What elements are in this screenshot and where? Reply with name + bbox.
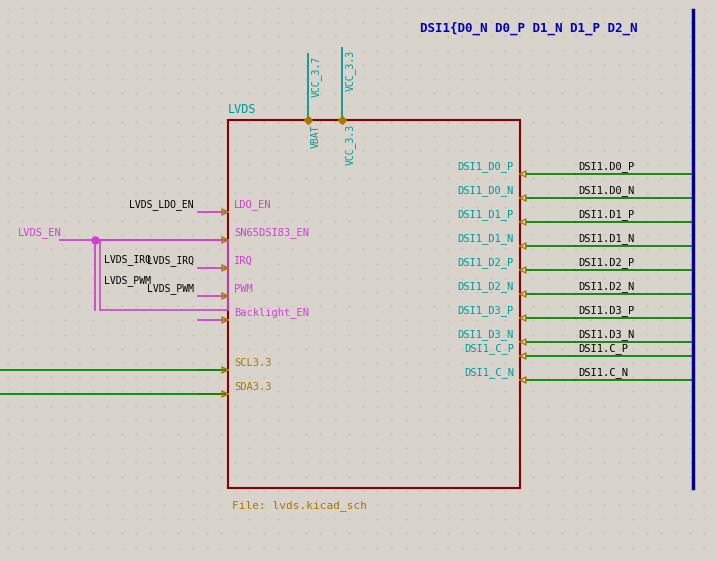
Text: SCL3.3: SCL3.3 [234,358,272,368]
Text: LVDS_IRQ: LVDS_IRQ [147,255,194,266]
Text: VCC_3.3: VCC_3.3 [345,124,356,165]
Text: DSI1.D1_P: DSI1.D1_P [578,209,635,220]
Bar [228,120,520,488]
Text: DSI1.D0_P: DSI1.D0_P [578,161,635,172]
Text: DSI1.D2_P: DSI1.D2_P [578,257,635,268]
Text: DSI1.D1_N: DSI1.D1_N [578,233,635,244]
Text: DSI1_D2_N: DSI1_D2_N [457,281,514,292]
Text: DSI1_C_P: DSI1_C_P [464,343,514,354]
Text: File: lvds.kicad_sch: File: lvds.kicad_sch [232,500,367,511]
Text: LVDS_IRQ: LVDS_IRQ [104,254,151,265]
Text: SDA3.3: SDA3.3 [234,382,272,392]
Text: LDO_EN: LDO_EN [234,199,272,210]
Text: DSI1_D2_P: DSI1_D2_P [457,257,514,268]
Text: PWM: PWM [234,284,253,294]
Text: DSI1.D2_N: DSI1.D2_N [578,281,635,292]
Text: IRQ: IRQ [234,256,253,266]
Text: DSI1_D0_P: DSI1_D0_P [457,161,514,172]
Text: DSI1.C_N: DSI1.C_N [578,367,628,378]
Text: DSI1_D1_P: DSI1_D1_P [457,209,514,220]
Text: DSI1.C_P: DSI1.C_P [578,343,628,354]
Bar [100,240,228,310]
Text: LVDS_EN: LVDS_EN [18,227,62,238]
Text: DSI1_D1_N: DSI1_D1_N [457,233,514,244]
Text: DSI1.D3_P: DSI1.D3_P [578,305,635,316]
Text: LVDS_LDO_EN: LVDS_LDO_EN [129,199,194,210]
Text: VBAT: VBAT [311,124,321,148]
Text: LVDS_PWM: LVDS_PWM [147,283,194,294]
Text: LVDS_PWM: LVDS_PWM [104,275,151,286]
Text: DSI1_D3_N: DSI1_D3_N [457,329,514,340]
Text: DSI1_C_N: DSI1_C_N [464,367,514,378]
Text: VCC_3.7: VCC_3.7 [311,56,322,97]
Text: SN65DSI83_EN: SN65DSI83_EN [234,227,309,238]
Text: DSI1{D0_N D0_P D1_N D1_P D2_N: DSI1{D0_N D0_P D1_N D1_P D2_N [420,22,637,35]
Text: VCC_3.3: VCC_3.3 [345,50,356,91]
Text: DSI1.D0_N: DSI1.D0_N [578,185,635,196]
Text: DSI1_D3_P: DSI1_D3_P [457,305,514,316]
Text: DSI1_D0_N: DSI1_D0_N [457,185,514,196]
Text: DSI1.D3_N: DSI1.D3_N [578,329,635,340]
Text: LVDS: LVDS [228,103,257,116]
Text: Backlight_EN: Backlight_EN [234,307,309,318]
